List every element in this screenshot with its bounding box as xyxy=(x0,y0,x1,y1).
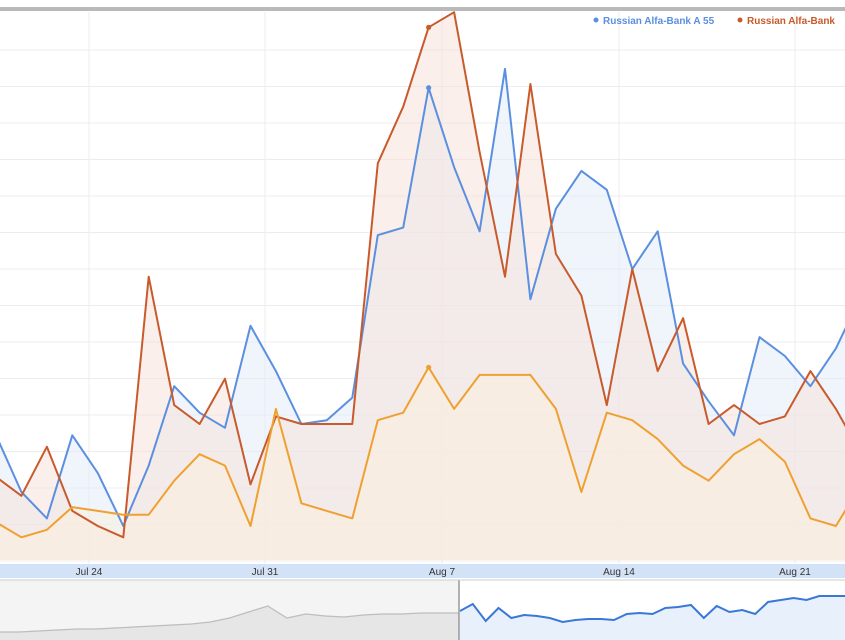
series-1-hover-marker xyxy=(426,85,432,91)
legend-marker-series-2 xyxy=(737,17,743,23)
x-tick-label: Aug 7 xyxy=(429,567,456,578)
legend[interactable]: Russian Alfa-Bank A 55 Russian Alfa-Bank xyxy=(593,16,836,27)
legend-label-series-2[interactable]: Russian Alfa-Bank xyxy=(747,16,835,27)
series-2-hover-marker xyxy=(426,24,432,30)
x-tick-label: Jul 24 xyxy=(76,567,103,578)
series-fills xyxy=(0,12,845,560)
range-navigator[interactable] xyxy=(0,579,845,640)
navigator-active-line xyxy=(459,595,845,624)
series-markers xyxy=(426,24,432,370)
legend-label-series-1[interactable]: Russian Alfa-Bank A 55 xyxy=(603,16,715,27)
legend-marker-series-1 xyxy=(593,17,599,23)
navigator-active-series xyxy=(459,595,845,640)
navigator-inactive-line xyxy=(0,605,459,633)
navigator-inactive-area xyxy=(0,606,459,640)
x-tick-label: Aug 21 xyxy=(779,567,811,578)
x-axis-band xyxy=(0,564,845,578)
chart-top-border xyxy=(0,7,845,11)
x-axis: Jul 24 Jul 31 Aug 7 Aug 14 Aug 21 xyxy=(76,567,812,578)
navigator-active-area xyxy=(460,596,845,640)
navigator-inactive-series xyxy=(0,605,459,640)
x-tick-label: Aug 14 xyxy=(603,567,635,578)
x-tick-label: Jul 31 xyxy=(252,567,279,578)
series-3-hover-marker xyxy=(426,364,432,370)
series-3-area xyxy=(0,367,845,560)
